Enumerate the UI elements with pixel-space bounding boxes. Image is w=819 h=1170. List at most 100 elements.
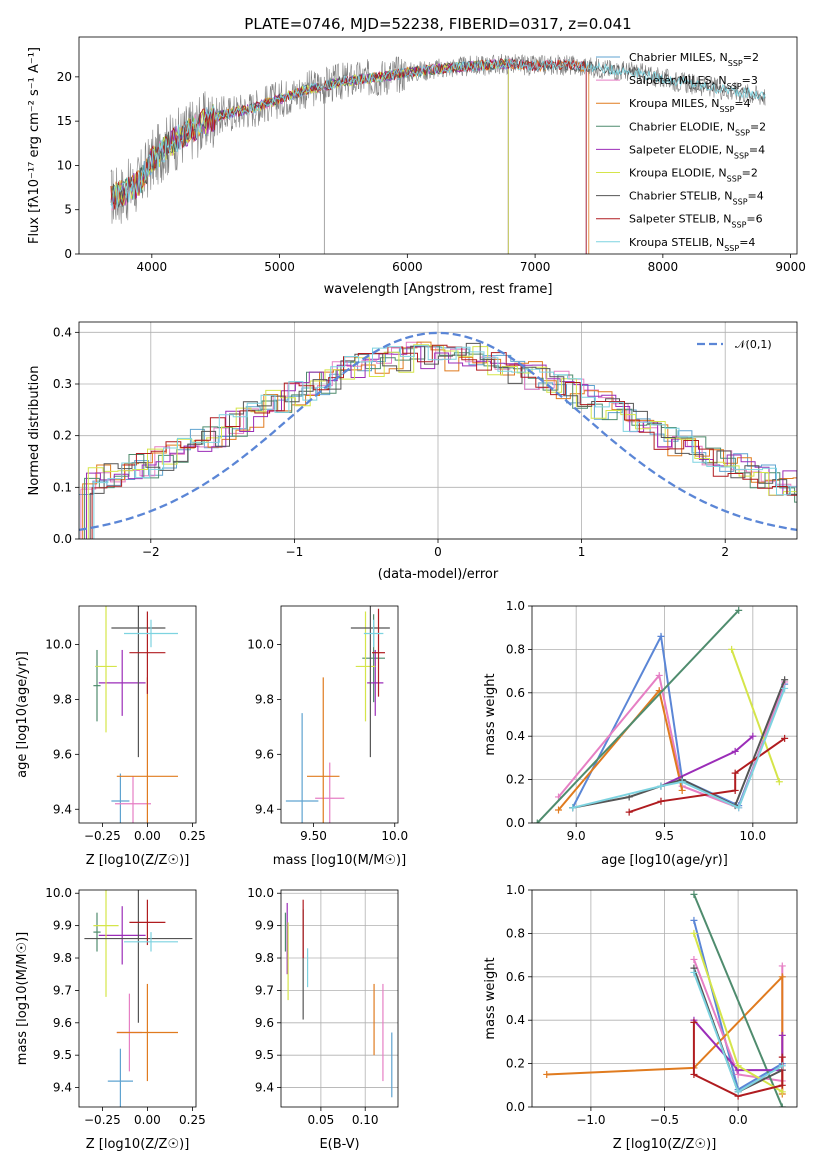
tick-label-x: 5000 — [264, 260, 295, 274]
axes-frame — [78, 321, 798, 540]
legend-label-kroupa-elodie: Kroupa ELODIE, NSSP=2 — [629, 167, 758, 184]
tick-label-x: 9000 — [775, 260, 806, 274]
tick-label-y: 0.2 — [506, 1057, 525, 1071]
plot-area — [110, 53, 766, 254]
axes-frame — [531, 605, 798, 824]
tick-label-x: 0.25 — [179, 1113, 206, 1127]
tick-label-x: −1 — [286, 545, 304, 559]
tick-label-y: 9.6 — [53, 1016, 72, 1030]
weight-marker — [690, 1018, 698, 1026]
errorbar-kroupa-miles — [116, 983, 178, 1082]
errorbar-chabrier-elodie — [93, 649, 101, 722]
weight-marker — [543, 1070, 551, 1078]
weight-marker — [657, 632, 665, 640]
weight-line-kroupa-stelib — [690, 968, 786, 1096]
weight-line-chabrier-elodie-path — [692, 893, 784, 1107]
legend-label-salpeter-miles: Salpeter MILES, NSSP=3 — [629, 74, 758, 91]
panel-mass_vs_Z: −0.25 0.00 0.25 9.4 9.5 9.6 9.7 9.8 9.9 10.0 Z [lo… — [15, 886, 206, 1152]
weight-marker — [569, 804, 577, 812]
tick-label-x: 0 — [434, 545, 442, 559]
plot-area — [84, 890, 193, 1107]
tick-label-x: 8000 — [648, 260, 679, 274]
errorbar-salpeter-stelib — [372, 608, 385, 697]
panel-weight_vs_Z: −1.0 −0.5 0.0 0.0 0.2 0.4 0.6 0.8 1.0 Z [log10(Z/… — [483, 883, 798, 1152]
x-axis-label: wavelength [Angstrom, rest frame] — [324, 282, 553, 297]
weight-marker — [731, 769, 739, 777]
panel-residuals: −2 −1 0 1 2 0.0 0.1 0.2 0.3 0.4 𝒩(0,1) (data-model)… — [27, 321, 798, 582]
panel-spectrum: 4000 5000 6000 7000 8000 9000 0 5 10 15 20 Chabrier… — [27, 36, 806, 297]
panel-mass_vs_ebv: 0.05 0.10 9.4 9.5 9.6 9.7 9.8 9.9 10.0 E(B-V) — [247, 886, 399, 1152]
weight-line-chabrier-elodie — [533, 606, 743, 823]
weight-marker — [735, 804, 743, 812]
weight-marker — [555, 806, 562, 814]
tick-label-y: 9.4 — [255, 802, 274, 816]
errorbar-salpeter-miles — [115, 776, 151, 823]
tick-label-y: 9.5 — [53, 1048, 72, 1062]
tick-label-y: 9.6 — [255, 1016, 274, 1030]
plot-area — [543, 890, 786, 1107]
weight-marker — [775, 778, 783, 786]
axes-frame — [78, 889, 197, 1108]
legend-label-chabrier-miles: Chabrier MILES, NSSP=2 — [629, 51, 759, 68]
y-axis-label: mass weight — [483, 957, 498, 1039]
weight-marker — [731, 786, 739, 794]
tick-label-x: 2 — [721, 545, 729, 559]
tick-label-y: 1.0 — [506, 599, 525, 613]
errorbar-salpeter-elodie — [367, 649, 384, 716]
hist-salpeter-elodie — [86, 346, 797, 539]
weight-marker — [690, 955, 698, 963]
weight-marker — [728, 645, 736, 653]
tick-label-y: 10.0 — [247, 886, 274, 900]
errorbar-chabrier-stelib — [84, 890, 193, 1023]
y-axis-label: Normed distribution — [27, 366, 42, 496]
weight-line-chabrier-stelib-path — [572, 679, 786, 809]
legend-label-gaussian: 𝒩(0,1) — [735, 338, 772, 351]
tick-label-y: 10.0 — [45, 637, 72, 651]
weight-marker — [781, 684, 789, 692]
x-axis-label: Z [log10(Z/Z☉)] — [613, 1137, 717, 1152]
weight-line-chabrier-elodie-path — [536, 609, 740, 823]
hist-salpeter-stelib — [91, 344, 797, 539]
x-axis-label: E(B-V) — [319, 1137, 359, 1152]
weight-marker — [690, 968, 698, 976]
tick-label-y: 15 — [57, 114, 72, 128]
tick-label-y: 9.8 — [53, 951, 72, 965]
tick-label-y: 0.0 — [506, 816, 525, 830]
tick-label-y: 0.0 — [506, 1100, 525, 1114]
tick-label-x: 9.50 — [300, 829, 327, 843]
tick-label-y: 0.8 — [506, 642, 525, 656]
legend-label-salpeter-stelib: Salpeter STELIB, NSSP=6 — [629, 213, 763, 230]
tick-label-x: −0.25 — [84, 1113, 121, 1127]
weight-marker — [749, 732, 757, 740]
y-axis-label: mass [log10(M/M☉)] — [15, 932, 30, 1065]
errorbar-kroupa-stelib — [363, 619, 384, 648]
hist-chabrier-stelib — [89, 342, 797, 539]
axes-frame — [280, 605, 399, 824]
tick-label-y: 20 — [57, 70, 72, 84]
legend-label-chabrier-stelib: Chabrier STELIB, NSSP=4 — [629, 190, 764, 207]
tick-label-x: 0.25 — [179, 829, 206, 843]
errorbar-kroupa-miles — [116, 677, 178, 823]
tick-label-y: 9.6 — [255, 747, 274, 761]
plot-area — [79, 331, 797, 539]
weight-marker — [778, 962, 786, 970]
gaussian-curve — [79, 331, 797, 532]
errorbar-salpeter-stelib — [129, 611, 166, 694]
plot-area — [284, 899, 393, 1098]
hist-kroupa-stelib — [93, 345, 797, 539]
errorbar-kroupa-elodie — [355, 611, 376, 722]
tick-label-y: 1.0 — [506, 883, 525, 897]
tick-label-x: 9.0 — [567, 829, 586, 843]
tick-label-y: 0.6 — [506, 970, 525, 984]
weight-marker — [778, 1081, 786, 1089]
tick-label-y: 9.4 — [53, 802, 72, 816]
panel-age_vs_mass: 9.50 10.0 9.4 9.6 9.8 10.0 mass [log10(M/M☉)] — [247, 605, 408, 868]
tick-label-y: 0.0 — [53, 532, 72, 546]
tick-label-y: 0.1 — [53, 480, 72, 494]
tick-label-y: 9.9 — [255, 919, 274, 933]
weight-marker — [690, 890, 698, 898]
weight-line-chabrier-elodie — [690, 890, 786, 1107]
hist-chabrier-miles — [79, 346, 797, 539]
tick-label-y: 9.4 — [255, 1081, 274, 1095]
